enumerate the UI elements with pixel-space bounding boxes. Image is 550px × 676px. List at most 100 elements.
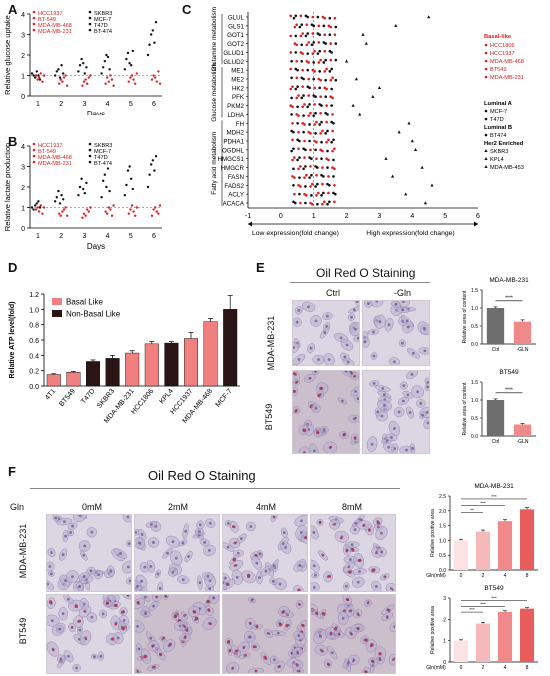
- bar: [66, 371, 81, 387]
- data-point: [319, 58, 322, 62]
- data-point: [304, 185, 307, 188]
- legend-label: BT549: [490, 67, 506, 73]
- data-point: [57, 189, 60, 193]
- data-point: [307, 61, 310, 64]
- cell-nucleus: [372, 330, 375, 334]
- data-point: [313, 86, 316, 90]
- legend-marker: [88, 142, 92, 146]
- data-point: [295, 113, 298, 116]
- cell-nucleus: [128, 579, 131, 583]
- data-point: [297, 94, 300, 97]
- data-point: [295, 59, 298, 63]
- data-point: [291, 121, 294, 125]
- lipid-droplet: [340, 536, 343, 540]
- data-point: [105, 185, 108, 189]
- x-label-low: Low expression(fold change): [252, 230, 339, 237]
- data-point: [150, 163, 153, 166]
- cell-nucleus: [61, 612, 65, 616]
- chart-a: 0 1 2 3 4 1 2 3 4 5 6 Days Relative glucose uptake HC…: [3, 10, 162, 115]
- legend-label: SKBR3: [94, 143, 112, 149]
- micrograph-f-mda-4: [222, 514, 308, 592]
- chart-b: 0 1 2 3 4 1 2 3 4 5 6 Days Relative lactate producti…: [3, 142, 162, 250]
- data-point: [311, 32, 315, 35]
- data-point: [34, 204, 37, 207]
- data-point: [300, 59, 304, 63]
- data-point: [126, 169, 130, 172]
- lipid-droplet: [255, 624, 259, 628]
- legend-label: MDA-MB-453: [490, 165, 524, 171]
- data-point: [332, 158, 335, 162]
- data-point: [329, 25, 333, 29]
- lipid-droplet: [337, 632, 341, 636]
- lipid-droplet: [273, 515, 276, 518]
- cell-nucleus: [405, 319, 409, 323]
- data-point: [158, 204, 162, 207]
- data-point: [84, 78, 87, 81]
- data-point: [104, 82, 107, 85]
- data-point: [300, 43, 304, 47]
- data-point: [330, 140, 333, 144]
- data-point: [318, 103, 321, 106]
- data-point: [324, 95, 327, 99]
- data-point: [42, 74, 46, 77]
- x-tick-label: 4: [504, 573, 507, 579]
- lipid-droplet: [321, 649, 324, 653]
- legend-label: MDA-MB-468: [38, 23, 72, 29]
- lipid-droplet: [327, 663, 331, 667]
- x-tick-label: 3: [82, 233, 86, 240]
- data-point: [328, 33, 332, 37]
- data-point: [110, 78, 114, 81]
- data-point: [36, 206, 39, 209]
- group-label: Glucose metabolism: [211, 63, 218, 122]
- data-point: [77, 70, 80, 73]
- bar: [519, 608, 535, 662]
- y-tick-label: 1.0: [29, 307, 39, 314]
- data-point: [316, 182, 319, 186]
- chart-e1: MDA-MB-231 0.0 0.5 1.0 1.5 Ctrl -GLN Relative a…: [462, 277, 536, 353]
- cell-nucleus: [281, 542, 285, 545]
- data-point: [125, 183, 128, 187]
- panel-label-a: A: [8, 2, 18, 17]
- data-point: [322, 41, 326, 44]
- cell-nucleus: [136, 584, 139, 588]
- data-point: [308, 176, 311, 179]
- y-tick-label: 0.0: [471, 434, 478, 440]
- data-point: [61, 80, 64, 83]
- legend-label: MDA-MB-468: [38, 155, 72, 161]
- lipid-droplet: [362, 524, 365, 528]
- lipid-droplet: [71, 625, 74, 628]
- micrograph-f-mda-0: [46, 514, 132, 592]
- gene-label: GLS1: [228, 23, 244, 30]
- y-tick-label: 1.0: [439, 538, 446, 544]
- cell-nucleus: [405, 448, 408, 452]
- panel-f-title-rule: [30, 488, 400, 489]
- lipid-droplet: [168, 642, 172, 646]
- data-point: [109, 208, 112, 211]
- y-tick-label: 3: [443, 596, 446, 602]
- data-point: [310, 173, 313, 177]
- lipid-droplet: [293, 372, 296, 376]
- cell-nucleus: [313, 449, 316, 453]
- data-point: [314, 111, 317, 115]
- cell-nucleus: [298, 564, 302, 567]
- data-point: [106, 212, 109, 215]
- data-point: [322, 191, 325, 195]
- data-point: [58, 82, 61, 85]
- cell-nucleus: [149, 636, 153, 640]
- x-tick-label: 8: [526, 665, 529, 671]
- lipid-droplet: [368, 529, 371, 532]
- data-point: [316, 202, 319, 206]
- cell-nucleus: [152, 541, 155, 544]
- cell-nucleus: [313, 573, 317, 577]
- data-point: [62, 198, 65, 201]
- data-point: [57, 68, 60, 71]
- data-point: [59, 78, 62, 81]
- data-point: [302, 167, 305, 171]
- cell-nucleus: [323, 331, 327, 334]
- data-point: [296, 158, 299, 162]
- cell-nucleus: [341, 399, 344, 403]
- cell-nucleus: [264, 569, 268, 573]
- data-point: [306, 15, 310, 19]
- y-axis-label: Relative ATP level(fold): [9, 302, 16, 379]
- data-point: [328, 16, 332, 20]
